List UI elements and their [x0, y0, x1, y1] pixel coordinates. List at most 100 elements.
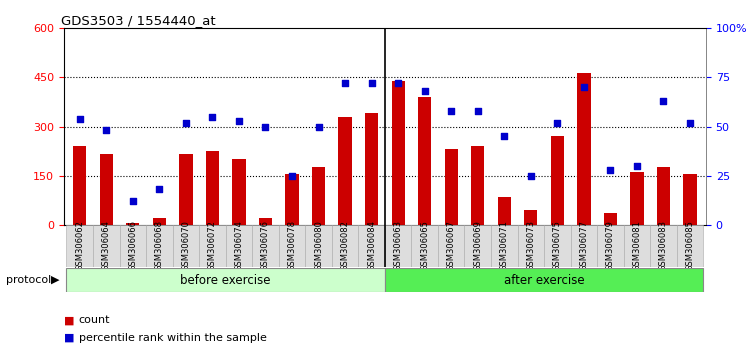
Text: GSM306071: GSM306071: [499, 220, 508, 270]
Bar: [179, 154, 192, 225]
Bar: [67, 225, 93, 267]
Text: GSM306085: GSM306085: [686, 220, 695, 270]
Bar: [73, 146, 86, 225]
Point: [153, 187, 165, 192]
Bar: [206, 151, 219, 225]
Bar: [412, 225, 438, 267]
Bar: [173, 225, 199, 267]
Bar: [517, 225, 544, 267]
Bar: [358, 225, 385, 267]
Bar: [578, 73, 590, 225]
Bar: [445, 149, 458, 225]
Bar: [226, 225, 252, 267]
Text: GSM306066: GSM306066: [128, 220, 137, 271]
Text: before exercise: before exercise: [180, 274, 271, 286]
Point: [684, 120, 696, 125]
Point: [74, 116, 86, 121]
Text: GSM306069: GSM306069: [473, 220, 482, 270]
Bar: [252, 225, 279, 267]
Bar: [152, 218, 166, 225]
Bar: [385, 268, 703, 292]
Text: ■: ■: [64, 333, 74, 343]
Bar: [438, 225, 464, 267]
Bar: [332, 225, 358, 267]
Text: GSM306079: GSM306079: [606, 220, 615, 270]
Bar: [498, 197, 511, 225]
Bar: [464, 225, 491, 267]
Bar: [677, 225, 703, 267]
Text: GDS3503 / 1554440_at: GDS3503 / 1554440_at: [61, 14, 216, 27]
Text: GSM306063: GSM306063: [394, 220, 403, 271]
Text: GSM306081: GSM306081: [632, 220, 641, 270]
Point: [127, 198, 139, 204]
Bar: [524, 210, 538, 225]
Bar: [418, 97, 431, 225]
Bar: [365, 113, 379, 225]
Point: [260, 124, 272, 129]
Bar: [119, 225, 146, 267]
Bar: [471, 146, 484, 225]
Text: GSM306080: GSM306080: [314, 220, 323, 270]
Point: [180, 120, 192, 125]
Bar: [126, 223, 140, 225]
Bar: [623, 225, 650, 267]
Text: ▶: ▶: [51, 275, 59, 285]
Bar: [199, 225, 226, 267]
Text: GSM306083: GSM306083: [659, 220, 668, 271]
Text: ■: ■: [64, 315, 74, 325]
Bar: [339, 117, 351, 225]
Point: [498, 133, 510, 139]
Bar: [100, 154, 113, 225]
Bar: [597, 225, 623, 267]
Bar: [146, 225, 173, 267]
Bar: [657, 167, 670, 225]
Point: [366, 80, 378, 86]
Point: [339, 80, 351, 86]
Bar: [683, 174, 697, 225]
Text: GSM306077: GSM306077: [579, 220, 588, 271]
Point: [233, 118, 245, 124]
Bar: [630, 172, 644, 225]
Bar: [312, 167, 325, 225]
Text: GSM306073: GSM306073: [526, 220, 535, 271]
Text: GSM306078: GSM306078: [288, 220, 297, 271]
Text: GSM306062: GSM306062: [75, 220, 84, 270]
Bar: [285, 174, 299, 225]
Bar: [232, 159, 246, 225]
Bar: [385, 225, 412, 267]
Bar: [544, 225, 571, 267]
Text: protocol: protocol: [6, 275, 51, 285]
Bar: [650, 225, 677, 267]
Point: [551, 120, 563, 125]
Text: GSM306070: GSM306070: [182, 220, 191, 270]
Bar: [67, 268, 385, 292]
Bar: [391, 81, 405, 225]
Bar: [571, 225, 597, 267]
Text: GSM306064: GSM306064: [102, 220, 111, 270]
Bar: [604, 213, 617, 225]
Bar: [259, 218, 272, 225]
Point: [286, 173, 298, 178]
Text: GSM306067: GSM306067: [447, 220, 456, 271]
Text: GSM306068: GSM306068: [155, 220, 164, 271]
Text: GSM306084: GSM306084: [367, 220, 376, 270]
Point: [207, 114, 219, 120]
Bar: [550, 136, 564, 225]
Point: [631, 163, 643, 169]
Text: after exercise: after exercise: [504, 274, 584, 286]
Text: GSM306065: GSM306065: [421, 220, 429, 270]
Text: GSM306082: GSM306082: [341, 220, 349, 270]
Text: percentile rank within the sample: percentile rank within the sample: [79, 333, 267, 343]
Point: [657, 98, 669, 104]
Point: [445, 108, 457, 114]
Point: [101, 128, 113, 133]
Point: [392, 80, 404, 86]
Point: [418, 88, 430, 94]
Point: [605, 167, 617, 173]
Point: [312, 124, 324, 129]
Bar: [279, 225, 306, 267]
Point: [472, 108, 484, 114]
Bar: [306, 225, 332, 267]
Bar: [93, 225, 119, 267]
Text: GSM306074: GSM306074: [234, 220, 243, 270]
